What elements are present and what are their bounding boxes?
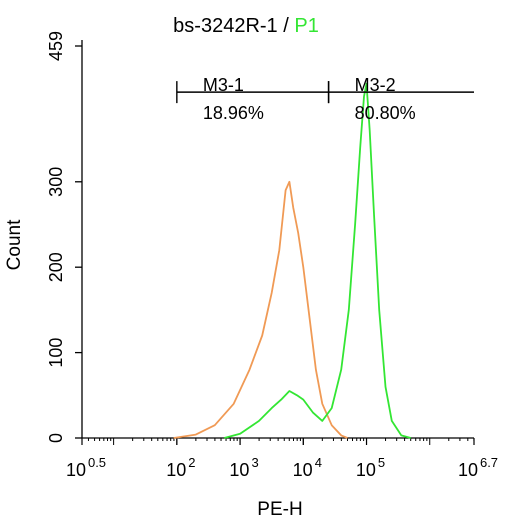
y-ticks: 0 100 200 300 459: [46, 31, 82, 443]
x-tick-exponent: 2: [188, 455, 195, 470]
x-tick-base: 10: [356, 460, 376, 480]
x-tick-exponent: 6.7: [480, 455, 498, 470]
y-axis-label: Count: [4, 219, 25, 270]
marker-name: M3-2: [355, 75, 396, 95]
title-sample: bs-3242R-1: [173, 15, 278, 37]
histogram-series-2: [224, 82, 412, 439]
x-tick-base: 10: [458, 460, 478, 480]
chart-title: bs-3242R-1 / P1: [173, 15, 319, 37]
histogram-series-1: [173, 180, 348, 439]
x-tick-label: 10 3: [229, 455, 258, 480]
y-tick-label: 100: [46, 338, 66, 368]
x-tick-base: 10: [229, 460, 249, 480]
title-gate: P1: [294, 15, 318, 37]
marker-name: M3-1: [203, 75, 244, 95]
marker-layer: M3-1 18.96% M3-2 80.80%: [176, 75, 474, 123]
x-tick-base: 10: [166, 460, 186, 480]
x-tick-label: 10 4: [293, 455, 322, 480]
x-tick-exponent: 4: [315, 455, 322, 470]
x-ticks: 10 0.5 10 2 10 3 10 4 10 5 10 6.7: [66, 438, 498, 480]
y-tick-label: 459: [46, 31, 66, 61]
x-tick-exponent: 0.5: [88, 455, 106, 470]
x-tick-exponent: 3: [251, 455, 258, 470]
x-tick-label: 10 0.5: [66, 455, 106, 480]
x-tick-base: 10: [293, 460, 313, 480]
x-tick-label: 10 5: [356, 455, 385, 480]
x-tick-base: 10: [66, 460, 86, 480]
series-layer: [173, 82, 412, 439]
y-tick-label: 300: [46, 167, 66, 197]
x-axis-label: PE-H: [257, 499, 302, 520]
title-separator: /: [278, 15, 295, 37]
marker-percent: 18.96%: [203, 103, 264, 123]
x-tick-exponent: 5: [378, 455, 385, 470]
marker-percent: 80.80%: [355, 103, 416, 123]
x-tick-label: 10 6.7: [458, 455, 498, 480]
y-tick-label: 200: [46, 252, 66, 282]
y-tick-label: 0: [46, 433, 66, 443]
x-tick-label: 10 2: [166, 455, 195, 480]
